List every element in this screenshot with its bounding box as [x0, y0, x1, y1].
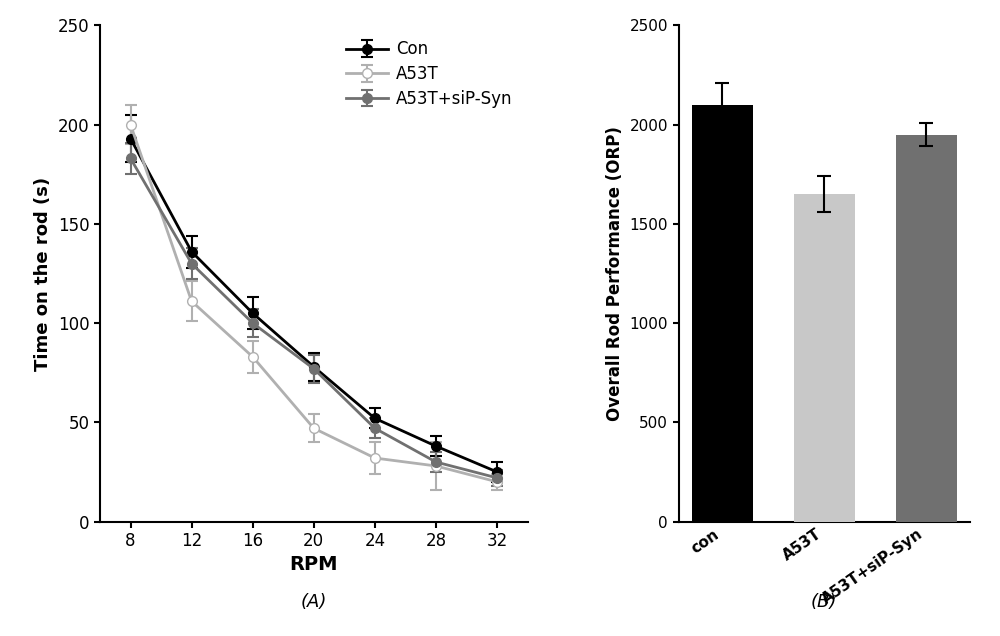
- Bar: [794, 194, 855, 522]
- Text: (B): (B): [811, 593, 837, 611]
- Text: (A): (A): [301, 593, 327, 611]
- Bar: [692, 105, 753, 522]
- Y-axis label: Time on the rod (s): Time on the rod (s): [34, 176, 52, 371]
- Bar: [896, 135, 957, 522]
- Legend: Con, A53T, A53T+siP-Syn: Con, A53T, A53T+siP-Syn: [339, 34, 519, 114]
- X-axis label: RPM: RPM: [290, 555, 338, 574]
- Y-axis label: Overall Rod Performance (ORP): Overall Rod Performance (ORP): [606, 126, 624, 421]
